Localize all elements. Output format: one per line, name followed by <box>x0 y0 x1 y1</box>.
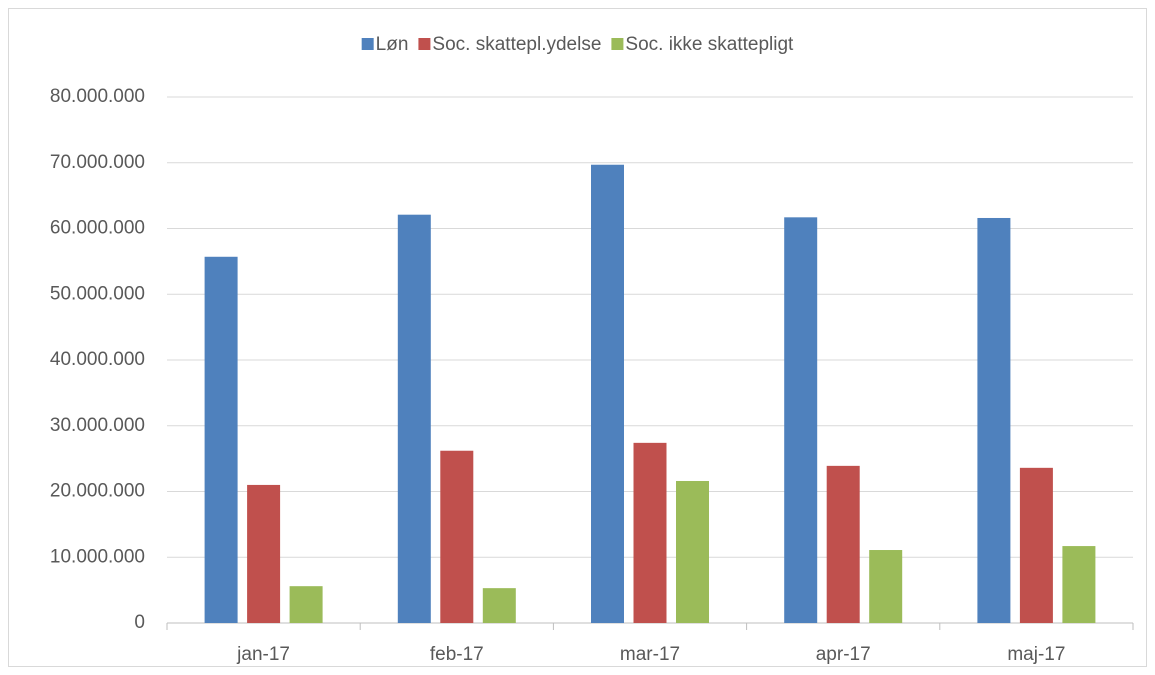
bar <box>591 164 624 623</box>
bar <box>397 214 431 623</box>
bar <box>1019 467 1053 623</box>
chart-frame <box>8 8 1147 667</box>
legend-label: Løn <box>376 34 409 55</box>
y-tick-label: 50.000.000 <box>50 283 145 304</box>
legend-label: Soc. skattepl.ydelse <box>432 34 601 55</box>
bar <box>869 550 903 623</box>
bar <box>784 217 818 623</box>
x-tick-label: maj-17 <box>1007 644 1065 665</box>
y-tick-label: 40.000.000 <box>50 349 145 370</box>
y-tick-label: 0 <box>134 612 145 633</box>
y-tick-label: 70.000.000 <box>50 152 145 173</box>
bar <box>1062 546 1096 623</box>
legend-swatch <box>361 38 374 50</box>
x-tick-label: mar-17 <box>620 644 680 665</box>
x-tick-label: feb-17 <box>430 644 484 665</box>
y-tick-label: 10.000.000 <box>50 546 145 567</box>
bar <box>440 450 474 623</box>
y-tick-label: 30.000.000 <box>50 415 145 436</box>
y-tick-label: 20.000.000 <box>50 481 145 502</box>
legend-swatch <box>418 38 431 50</box>
x-tick-label: apr-17 <box>816 644 871 665</box>
bar <box>676 480 709 623</box>
bar <box>633 442 667 623</box>
y-tick-label: 80.000.000 <box>50 86 145 107</box>
bar <box>204 256 238 623</box>
bar <box>977 217 1011 624</box>
bar <box>482 588 516 623</box>
bar <box>289 586 323 623</box>
x-tick-label: jan-17 <box>236 644 290 665</box>
legend-label: Soc. ikke skattepligt <box>625 34 794 55</box>
bar <box>826 465 860 623</box>
y-tick-label: 60.000.000 <box>50 218 145 239</box>
bar <box>247 484 281 623</box>
legend-swatch <box>611 38 624 50</box>
